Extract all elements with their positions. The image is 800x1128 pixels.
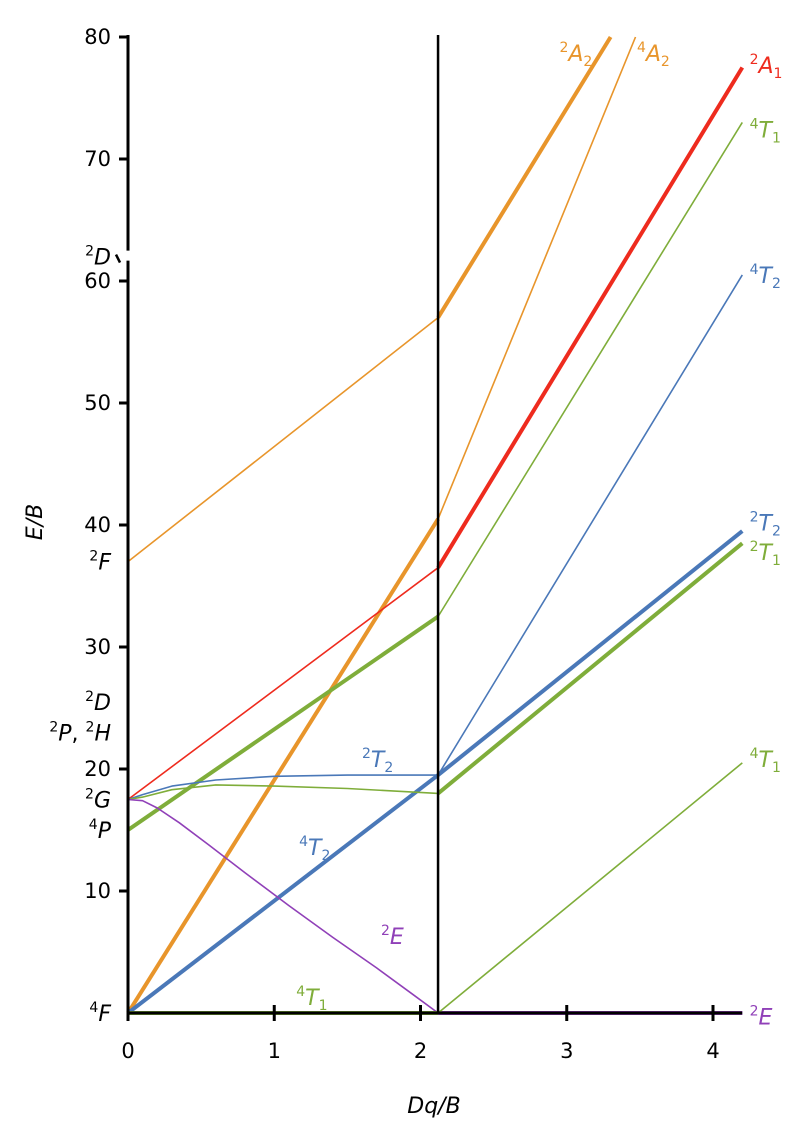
y-tick-label-60: 60 (84, 269, 111, 293)
y-tick-label-30: 30 (84, 635, 111, 659)
series-line-2a2-0 (127, 316, 439, 563)
free-ion-term-2: 2G (85, 787, 111, 814)
free-ion-term-5: 2F (89, 549, 111, 576)
free-ion-term-3: 2P, 2H (49, 719, 111, 746)
axes: 0 1 2 3 4 10 20 30 40 50 60 70 80 (84, 25, 743, 1063)
state-label-4T2-10: 4T2 (299, 834, 330, 864)
state-label-4A2-1: 4A2 (637, 40, 670, 70)
x-tick-label-1: 1 (268, 1039, 281, 1063)
series-line-2t1-13 (436, 541, 744, 795)
free-ion-term-1: 4P (89, 817, 112, 844)
x-tick-label-2: 2 (414, 1039, 427, 1063)
state-label-4T1-12: 4T1 (296, 984, 327, 1014)
state-label-2E-8: 2E (750, 1004, 773, 1031)
y-tick-label-80: 80 (84, 25, 111, 49)
series-line-4a2-3 (437, 36, 637, 520)
series-line-2t2-11 (436, 529, 744, 777)
series-line-2a2-1 (436, 35, 613, 319)
series-line-2a1-4 (127, 567, 439, 801)
series-line-4a2-2 (126, 517, 440, 1015)
y-tick-label-50: 50 (84, 391, 111, 415)
state-label-4T2-4: 4T2 (750, 262, 781, 292)
series-line-2a1-5 (436, 66, 745, 569)
x-tick-label-4: 4 (706, 1039, 719, 1063)
y-tick-label-70: 70 (84, 147, 111, 171)
series-line-4t2-9 (437, 274, 743, 776)
y-tick-label-10: 10 (84, 879, 111, 903)
series-line-2t1-12 (127, 784, 439, 801)
free-ion-term-6: 2D (85, 244, 111, 271)
y-axis-label: E/B (23, 504, 48, 540)
x-tick-label-3: 3 (560, 1039, 573, 1063)
state-label-2T2-9: 2T2 (362, 746, 393, 776)
series-line-2t2-10 (127, 774, 439, 801)
y-tick-label-20: 20 (84, 757, 111, 781)
y-axis-break-mark (114, 254, 122, 264)
series-line-4t1-f--17 (437, 762, 743, 1014)
state-label-2A2-0: 2A2 (559, 40, 592, 70)
free-ion-term-0: 4F (89, 1000, 111, 1027)
state-label-2A1-2: 2A1 (750, 52, 783, 82)
series-line-4t1-p--7 (437, 121, 743, 617)
state-label-2E-11: 2E (381, 923, 404, 950)
x-axis-label: Dq/B (407, 1094, 460, 1119)
series-line-4t2-8 (126, 773, 440, 1015)
state-label-4T1-7: 4T1 (750, 746, 781, 776)
series-line-4t1-p--6 (126, 614, 440, 832)
free-ion-term-4: 2D (85, 689, 111, 716)
energy-level-curves (126, 35, 745, 1015)
state-label-2T1-6: 2T1 (750, 539, 781, 569)
state-label-2T2-5: 2T2 (750, 510, 781, 540)
series-line-2e-14 (127, 798, 439, 1014)
y-tick-label-40: 40 (84, 513, 111, 537)
x-tick-label-0: 0 (121, 1039, 134, 1063)
state-label-4T1-3: 4T1 (750, 117, 781, 147)
